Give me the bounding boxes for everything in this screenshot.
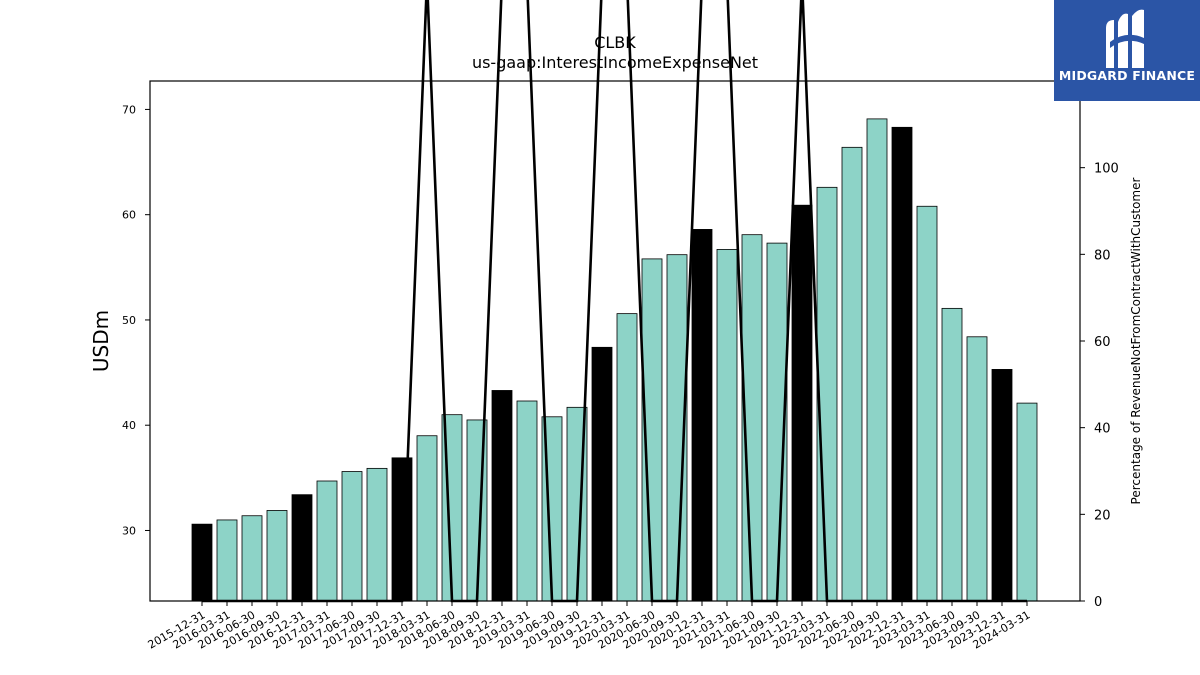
chart-title: CLBK bbox=[594, 33, 636, 52]
bar bbox=[791, 204, 813, 602]
y2-tick-label: 40 bbox=[1094, 422, 1111, 437]
bar bbox=[941, 307, 963, 602]
bar-series bbox=[191, 118, 1038, 602]
y-axis-left: 30 40 50 60 70 bbox=[122, 103, 150, 537]
y-tick-label: 70 bbox=[122, 103, 136, 116]
y-axis-right: 0 20 40 60 80 100 bbox=[1080, 162, 1119, 610]
bar bbox=[991, 369, 1013, 602]
y-tick-label: 60 bbox=[122, 209, 136, 222]
bar bbox=[591, 346, 613, 602]
bar bbox=[416, 435, 438, 602]
bar bbox=[366, 467, 388, 602]
bar bbox=[841, 146, 863, 602]
bar bbox=[341, 471, 363, 602]
bar bbox=[241, 515, 263, 602]
y2-tick-label: 80 bbox=[1094, 248, 1111, 263]
bar bbox=[216, 519, 238, 602]
chart-subtitle: us-gaap:InterestIncomeExpenseNet bbox=[472, 53, 758, 72]
y2-tick-label: 100 bbox=[1094, 162, 1119, 177]
bar bbox=[191, 523, 213, 602]
bar bbox=[516, 400, 538, 602]
y-tick-label: 50 bbox=[122, 314, 136, 327]
bar bbox=[1016, 402, 1038, 602]
bar bbox=[891, 126, 913, 602]
brand-logo: MIDGARD FINANCE bbox=[1054, 0, 1200, 101]
bar bbox=[266, 510, 288, 602]
y2-axis-label: Percentage of RevenueNotFromContractWith… bbox=[1129, 178, 1143, 505]
bar bbox=[316, 480, 338, 602]
bar bbox=[966, 336, 988, 602]
midgard-logo-icon bbox=[1106, 9, 1144, 69]
y2-tick-label: 0 bbox=[1094, 595, 1102, 610]
x-axis: 2015-12-312016-03-312016-06-302016-09-30… bbox=[146, 601, 1033, 652]
bar bbox=[491, 390, 513, 602]
bar bbox=[691, 229, 713, 602]
bar bbox=[816, 186, 838, 602]
bar bbox=[291, 494, 313, 602]
y-tick-label: 30 bbox=[122, 524, 136, 537]
bar bbox=[916, 205, 938, 602]
bar bbox=[716, 249, 738, 602]
plot-frame bbox=[149, 80, 1081, 602]
logo-text: MIDGARD FINANCE bbox=[1058, 68, 1196, 83]
y2-tick-label: 60 bbox=[1094, 335, 1111, 350]
bar bbox=[866, 118, 888, 602]
y-axis-label: USDm bbox=[89, 310, 113, 372]
bar bbox=[616, 313, 638, 602]
y2-tick-label: 20 bbox=[1094, 508, 1111, 523]
y-tick-label: 40 bbox=[122, 419, 136, 432]
